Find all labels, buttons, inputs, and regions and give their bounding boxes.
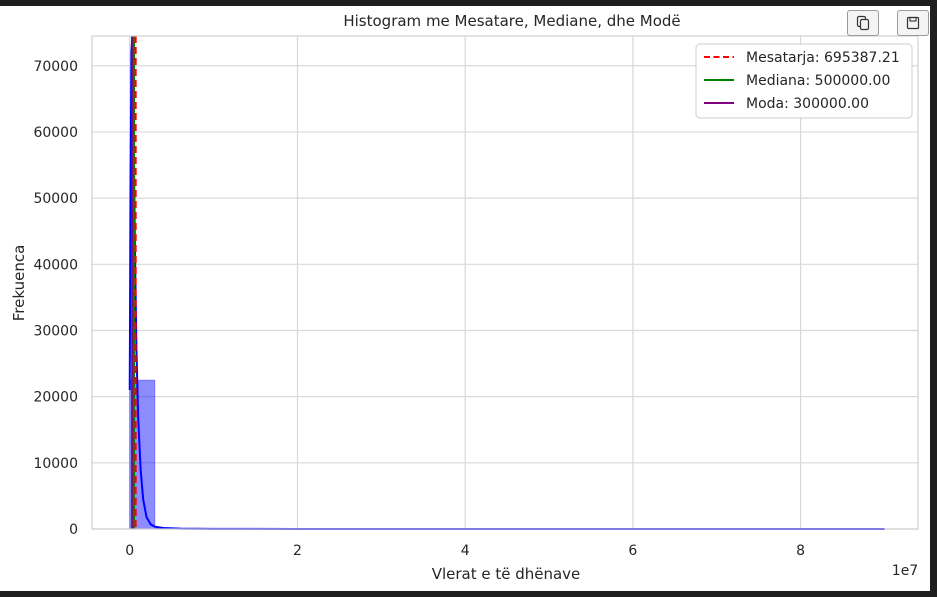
save-icon [906, 16, 920, 30]
y-tick-label: 60000 [33, 125, 78, 141]
legend-label: Moda: 300000.00 [746, 96, 869, 112]
copy-icon [856, 15, 870, 31]
y-tick-label: 10000 [33, 456, 78, 472]
y-tick-label: 30000 [33, 323, 78, 339]
legend: Mesatarja: 695387.21 Mediana: 500000.00 Mo… [695, 43, 913, 119]
axes-frame [91, 35, 919, 530]
y-tick-label: 40000 [33, 257, 78, 273]
x-offset-label: 1e7 [892, 563, 918, 579]
axes [91, 35, 919, 530]
x-tick-label: 4 [461, 543, 470, 559]
legend-box [695, 43, 913, 119]
copy-button[interactable] [847, 10, 879, 36]
legend-label: Mesatarja: 695387.21 [746, 50, 900, 66]
chart-title: Histogram me Mesatare, Mediane, dhe Modë [343, 12, 680, 30]
y-tick-labels: 0 10000 20000 30000 40000 50000 60000 70000 [33, 59, 78, 538]
y-tick-label: 0 [69, 522, 78, 538]
plot-panel: 0 2 4 6 8 0 10000 20000 30000 40000 50000 60000 700… [0, 6, 930, 591]
x-tick-labels: 0 2 4 6 8 [125, 543, 805, 559]
stat-lines [131, 36, 137, 529]
x-tick-label: 8 [796, 543, 805, 559]
x-tick-label: 2 [293, 543, 302, 559]
x-tick-label: 0 [125, 543, 134, 559]
x-axis-label: Vlerat e të dhënave [432, 565, 581, 583]
legend-label: Mediana: 500000.00 [746, 73, 890, 89]
y-tick-label: 50000 [33, 191, 78, 207]
y-axis-label: Frekuenca [10, 245, 28, 322]
y-tick-label: 20000 [33, 390, 78, 406]
y-tick-label: 70000 [33, 59, 78, 75]
save-button[interactable] [897, 10, 929, 36]
x-tick-label: 6 [628, 543, 637, 559]
